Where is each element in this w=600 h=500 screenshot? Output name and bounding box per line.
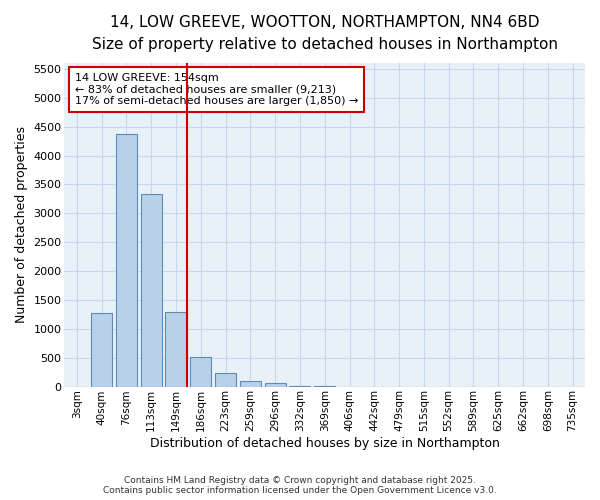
Bar [166,312,187,386]
Bar [215,374,236,386]
Bar [190,358,211,386]
Text: Contains HM Land Registry data © Crown copyright and database right 2025.
Contai: Contains HM Land Registry data © Crown c… [103,476,497,495]
Bar [265,384,286,386]
Title: 14, LOW GREEVE, WOOTTON, NORTHAMPTON, NN4 6BD
Size of property relative to detac: 14, LOW GREEVE, WOOTTON, NORTHAMPTON, NN… [92,15,558,52]
X-axis label: Distribution of detached houses by size in Northampton: Distribution of detached houses by size … [150,437,500,450]
Text: 14 LOW GREEVE: 154sqm
← 83% of detached houses are smaller (9,213)
17% of semi-d: 14 LOW GREEVE: 154sqm ← 83% of detached … [75,73,358,106]
Bar [240,381,261,386]
Y-axis label: Number of detached properties: Number of detached properties [15,126,28,324]
Bar [116,134,137,386]
Bar [140,194,162,386]
Bar [91,313,112,386]
